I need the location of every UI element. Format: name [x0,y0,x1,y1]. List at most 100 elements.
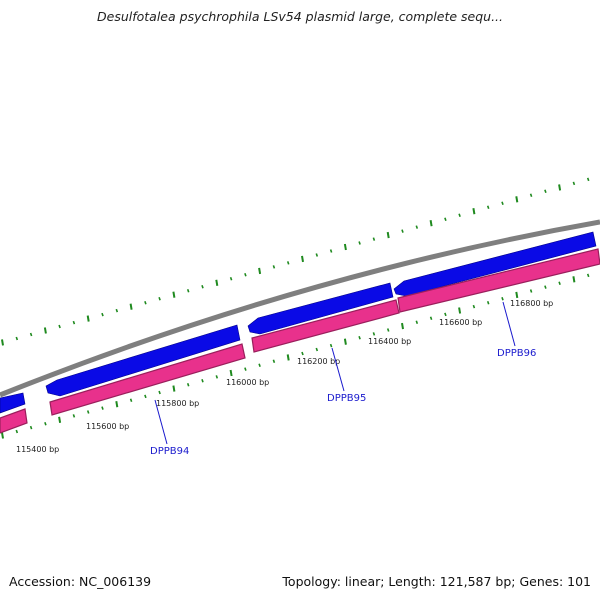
gc-tick [44,421,47,426]
gene-label-dppb94[interactable]: DPPB94 [150,446,189,457]
gc-content-ticks-inner [1,273,590,439]
gc-content-ticks-outer [1,177,590,346]
gc-tick [315,253,319,257]
gc-tick [386,328,390,332]
sequence-summary: Topology: linear; Length: 121,587 bp; Ge… [282,574,591,589]
gc-tick [115,308,119,313]
gc-tick [329,343,333,348]
gc-tick [586,273,590,278]
gc-tick [201,285,204,289]
gc-tick [144,300,147,305]
gc-tick [1,432,4,439]
gene-label-dppb96[interactable]: DPPB96 [497,348,536,359]
gc-tick [144,394,147,399]
forward-gene-3[interactable] [247,282,394,335]
gc-tick [372,332,376,336]
tick-label: 116600 bp [439,318,482,327]
gc-tick [515,196,519,203]
gc-tick [244,367,247,371]
gc-tick [472,304,476,309]
gc-tick [444,312,447,317]
gc-tick [244,273,247,277]
gc-tick [358,241,361,245]
gc-tick [172,291,176,298]
gc-tick [486,300,490,305]
position-tick-labels: 115400 bp 115600 bp 115800 bp 116000 bp … [16,299,553,454]
gc-tick [229,369,233,377]
gc-tick [1,339,4,346]
gc-tick [186,382,190,387]
tick-label: 116800 bp [510,299,553,308]
gc-tick [429,316,433,321]
tick-label: 116200 bp [297,357,340,366]
gc-tick [29,425,33,430]
gc-tick [415,225,419,229]
gc-tick [258,267,262,275]
gc-tick [158,296,161,301]
gc-tick [458,307,462,314]
gc-tick [43,327,47,334]
gc-tick [401,322,404,330]
gc-tick [458,213,461,217]
gc-tick [215,279,219,286]
gc-tick [415,320,419,324]
gc-tick [586,177,590,182]
reverse-gene-4[interactable] [397,248,600,313]
map-title: Desulfotalea psychrophila LSv54 plasmid … [97,9,503,24]
gc-tick [172,385,176,392]
tick-label: 116000 bp [226,378,269,387]
gc-tick [472,208,476,215]
gc-tick [101,406,104,410]
reverse-gene-3[interactable] [251,299,400,353]
gc-tick [529,193,533,198]
gc-tick [358,336,361,340]
tick-label: 115800 bp [156,399,199,408]
gc-tick [343,243,347,251]
gc-tick [15,336,19,341]
gc-tick [115,401,119,408]
tick-label: 115600 bp [86,422,129,431]
gc-tick [486,205,490,210]
forward-strand-genes [0,231,597,414]
gc-tick [544,285,547,289]
tick-label: 115400 bp [16,445,59,454]
gene-label-leaders [154,301,516,445]
sequence-backbone [0,219,600,398]
gc-tick [501,201,504,206]
gc-tick [86,315,90,322]
gc-tick [572,276,576,283]
gc-tick [286,354,290,361]
gc-tick [343,338,347,345]
gc-tick [272,265,276,269]
gc-tick [515,291,519,299]
gene-label-dppb95[interactable]: DPPB95 [327,393,366,404]
forward-gene-4[interactable] [393,231,597,297]
gc-tick [215,375,219,379]
gc-tick [301,255,304,263]
gc-tick [158,390,161,395]
gc-tick [544,189,547,194]
gc-tick [572,181,576,186]
forward-gene-2[interactable] [45,324,241,397]
gc-tick [58,416,62,423]
gc-tick [101,312,104,317]
reverse-gene-1[interactable] [0,408,28,434]
gc-tick [229,277,233,281]
gc-tick [558,184,562,191]
gc-tick [558,281,561,285]
forward-gene-1[interactable] [0,392,26,414]
gc-tick [129,303,133,310]
gc-tick [58,324,61,329]
gc-tick [529,289,533,293]
gc-tick [315,347,319,352]
gc-tick [15,429,19,434]
reverse-strand-genes [0,248,600,434]
gc-tick [72,320,76,325]
reverse-gene-2[interactable] [49,343,246,416]
gc-tick [129,398,133,403]
tick-label: 116400 bp [368,337,411,346]
gc-tick [429,220,433,227]
gc-tick [329,249,333,253]
gc-tick [501,297,504,301]
